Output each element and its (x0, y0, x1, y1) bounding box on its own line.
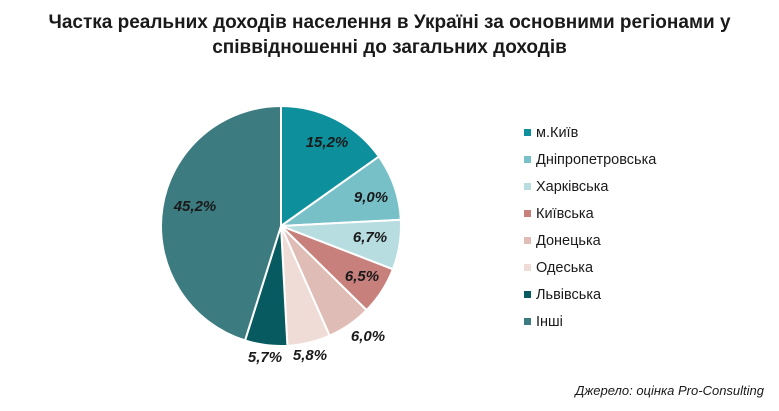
chart-title: Частка реальних доходів населення в Укра… (0, 10, 779, 60)
legend-swatch (524, 210, 531, 217)
slice-value-label: 5,8% (293, 347, 327, 364)
legend-label: Київська (536, 206, 594, 222)
slice-value-label: 6,5% (345, 268, 379, 285)
pie-slice (280, 104, 381, 228)
pie-slices (160, 104, 402, 347)
slice-value-label: 15,2% (306, 134, 349, 151)
legend-swatch (524, 264, 531, 271)
pie-slice-labels: 15,2% 9,0% 6,7% 6,5% 6,0% 5,8% 5,7% 45,2% (173, 134, 388, 366)
chart-title-line-1: Частка реальних доходів населення в Укра… (48, 12, 731, 33)
legend-label: Інші (536, 314, 563, 330)
legend-label: Одеська (536, 260, 594, 276)
slice-value-label: 5,7% (248, 349, 282, 366)
legend-swatch (524, 129, 531, 136)
legend-swatch (524, 291, 531, 298)
slice-value-label: 45,2% (173, 198, 217, 215)
slice-value-label: 6,0% (351, 328, 385, 345)
chart-title-line-2: співвідношенні до загальних доходів (212, 37, 567, 58)
legend-swatch (524, 156, 531, 163)
legend-label: м.Київ (536, 125, 579, 141)
legend-label: Дніпропетровська (536, 152, 657, 168)
legend-label: Донецька (536, 233, 601, 249)
legend-label: Львівська (536, 287, 602, 303)
legend-swatch (524, 183, 531, 190)
slice-value-label: 9,0% (354, 189, 388, 206)
slice-value-label: 6,7% (353, 229, 387, 246)
legend-label: Харківська (536, 179, 609, 195)
legend-swatch (524, 237, 531, 244)
legend-swatch (524, 318, 531, 325)
pie-slice (160, 104, 282, 342)
source-note: Джерело: оцінка Pro-Consulting (575, 383, 764, 398)
